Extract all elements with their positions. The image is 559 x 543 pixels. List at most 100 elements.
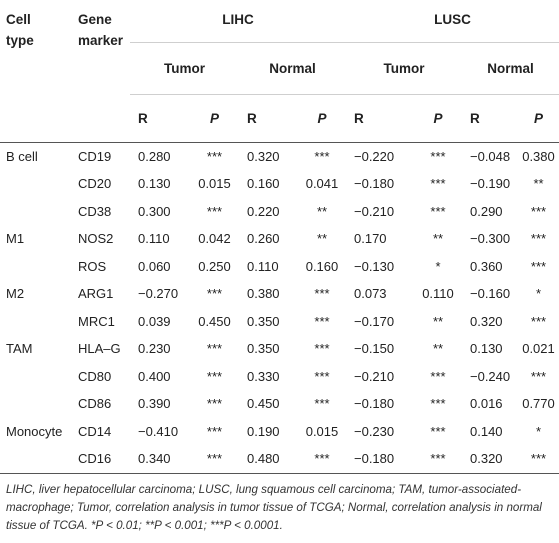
p-value: *** [206,396,223,412]
r-value: 0.320 [462,445,518,474]
correlation-table: Cell type Gene marker LIHC LUSC Tumor Norm… [0,0,559,474]
p-value: 0.110 [422,286,454,302]
p-value: *** [206,148,223,164]
p-header: P [209,110,219,126]
cell-type [0,170,74,198]
cell-type [0,363,74,391]
r-value: 0.290 [470,203,503,219]
p-value: *** [206,368,223,384]
cell-type: B cell [6,148,38,164]
lihc-normal-header: Normal [239,42,346,95]
table-row: CD86 0.390 *** 0.450 *** −0.180 *** 0.016 0.770 [0,390,559,418]
r-value: 0.390 [138,396,171,412]
r-value: 0.320 [470,313,503,329]
gene-marker: CD80 [78,368,112,384]
cell-type: M2 [6,286,25,302]
p-value: *** [314,396,330,412]
r-value: 0.400 [138,368,171,384]
r-value: 0.220 [247,203,280,219]
p-value: *** [314,368,330,384]
p-header: P [433,110,443,126]
r-value: 0.450 [247,396,280,412]
r-value: 0.340 [130,445,190,474]
p-value: ** [432,231,444,247]
p-value: 0.041 [305,176,339,192]
table-row: M2 ARG1 −0.270 *** 0.380 *** 0.073 0.110 −0.160 * [0,280,559,308]
r-value: −0.180 [346,445,414,474]
gene-marker: HLA–G [78,341,121,357]
r-value: −0.170 [354,313,395,329]
p-value: 0.770 [522,396,555,412]
p-value: *** [530,313,547,329]
cell-type: TAM [6,341,33,357]
p-value: * [535,423,542,439]
p-value: 0.250 [198,258,231,274]
r-value: 0.190 [247,423,280,439]
gene-marker-header: Gene marker [78,12,124,48]
r-value: −0.240 [470,368,511,384]
r-value: −0.160 [470,286,511,302]
r-value: −0.410 [138,423,179,439]
r-value: −0.230 [354,423,395,439]
gene-marker: CD14 [78,423,112,439]
p-value: 0.450 [198,313,231,329]
p-value: *** [314,148,330,164]
p-value: *** [430,423,446,439]
table-row: Monocyte CD14 −0.410 *** 0.190 0.015 −0.230 ***… [0,418,559,446]
cell-type [0,253,74,281]
lusc-header: LUSC [346,0,559,43]
table-row: MRC1 0.039 0.450 0.350 *** −0.170 ** 0.320 *** [0,308,559,336]
p-value: 0.021 [522,341,555,357]
p-value: ** [533,176,544,192]
r-value: 0.230 [138,341,171,357]
p-value: *** [206,203,223,219]
cell-type [0,198,74,226]
cell-type-header: Cell type [6,12,34,48]
p-value: *** [530,258,547,274]
r-value: −0.150 [354,341,395,357]
r-value: 0.016 [470,396,503,412]
p-value: *** [430,203,446,219]
r-value: 0.130 [470,341,503,357]
p-value: *** [430,148,446,164]
gene-marker: CD38 [78,203,112,219]
table-row: CD80 0.400 *** 0.330 *** −0.210 *** −0.240 *** [0,363,559,391]
r-value: 0.060 [138,258,171,274]
p-value: 0.042 [198,231,231,247]
r-value: 0.073 [354,286,387,302]
r-value: −0.210 [354,368,395,384]
r-value: 0.260 [247,231,280,247]
r-value: −0.190 [470,176,511,192]
p-value: * [535,286,542,302]
r-value: −0.270 [138,286,179,302]
r-header: R [354,110,364,126]
r-value: 0.170 [354,231,387,247]
r-value: −0.180 [354,396,395,412]
r-value: 0.039 [138,313,171,329]
p-value: *** [518,445,559,474]
p-value: *** [430,368,446,384]
r-header: R [138,110,148,126]
p-value: *** [314,313,330,329]
r-value: 0.110 [138,231,170,247]
gene-marker: ARG1 [78,286,114,302]
r-value: −0.048 [470,148,511,164]
r-value: 0.480 [239,445,298,474]
r-value: 0.280 [138,148,171,164]
table-caption: LIHC, liver hepatocellular carcinoma; LU… [6,483,542,532]
r-value: 0.320 [247,148,280,164]
lusc-normal-header: Normal [462,42,559,95]
table-row: CD38 0.300 *** 0.220 ** −0.210 *** 0.290 *** [0,198,559,226]
p-value: *** [430,396,446,412]
gene-marker: NOS2 [78,231,114,247]
gene-marker: CD20 [78,176,112,192]
p-value: ** [432,341,444,357]
cell-type: Monocyte [6,423,63,439]
r-value: 0.140 [470,423,503,439]
p-value: 0.015 [198,176,231,192]
r-value: 0.380 [247,286,280,302]
table-row: CD16 0.340 *** 0.480 *** −0.180 *** 0.320 *** [0,445,559,474]
gene-marker: MRC1 [78,313,115,329]
r-value: 0.350 [247,313,280,329]
